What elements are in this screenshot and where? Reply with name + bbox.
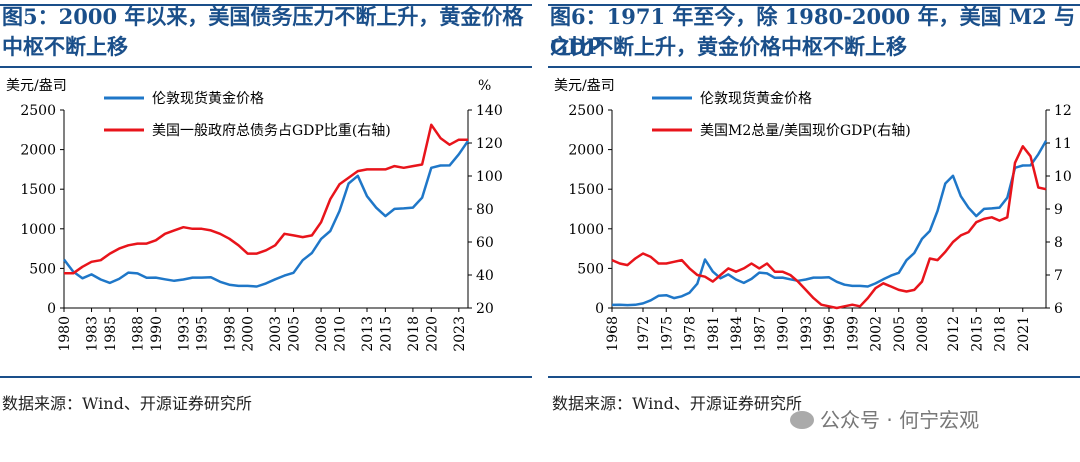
y-axis-label-right: %: [478, 78, 491, 94]
series-line-ratio: [611, 145, 1047, 310]
x-tick-label: 2021: [1016, 316, 1032, 352]
y-tick-label-left: 2500: [568, 103, 604, 119]
x-tick-label: 2000: [241, 316, 257, 352]
watermark-text: 公众号 · 何宁宏观: [820, 408, 980, 432]
y-tick-label-right: 20: [476, 301, 494, 317]
x-tick-label: 1968: [605, 316, 621, 352]
source-rule-right: [548, 376, 1080, 378]
y-tick-label-left: 0: [47, 301, 56, 317]
figure-5-title-line2: 中枢不断上移: [2, 34, 128, 59]
y-tick-label-right: 7: [1054, 268, 1063, 284]
x-tick-label: 1980: [57, 316, 73, 352]
y-tick-label-right: 120: [476, 136, 503, 152]
x-tick-label: 2008: [314, 316, 330, 352]
y-tick-label-left: 1000: [20, 222, 56, 238]
x-tick-label: 1983: [85, 316, 101, 352]
title-rule-left: [0, 4, 532, 6]
x-tick-label: 1985: [103, 316, 119, 352]
x-tick-label: 2013: [360, 316, 376, 352]
y-axis-label-left: 美元/盎司: [554, 78, 615, 94]
x-tick-label: 1984: [729, 316, 745, 352]
x-tick-label: 1993: [176, 316, 192, 352]
figure-6-title-line2: 之比不断上升，黄金价格中枢不断上移: [550, 34, 907, 59]
x-tick-label: 1996: [822, 316, 838, 352]
source-rule-left: [0, 376, 532, 378]
title-rule-right-bottom: [548, 66, 1080, 68]
y-tick-label-left: 500: [29, 261, 56, 277]
figure-6-source: 数据来源：Wind、开源证券研究所: [552, 394, 802, 413]
x-tick-label: 2003: [268, 316, 284, 352]
y-tick-label-right: 140: [476, 103, 503, 119]
figure-5-source: 数据来源：Wind、开源证券研究所: [2, 394, 252, 413]
x-tick-label: 1975: [659, 316, 675, 352]
x-tick-label: 2015: [378, 316, 394, 352]
x-tick-label: 1990: [149, 316, 165, 352]
y-tick-label-right: 10: [1054, 169, 1072, 185]
wechat-icon: [790, 411, 814, 429]
watermark: 公众号 · 何宁宏观: [790, 404, 979, 433]
x-tick-label: 1981: [706, 316, 722, 352]
y-tick-label-left: 0: [595, 301, 604, 317]
y-tick-label-right: 100: [476, 169, 503, 185]
y-tick-label-right: 12: [1054, 103, 1072, 119]
y-tick-label-left: 1500: [20, 182, 56, 198]
y-tick-label-left: 2000: [20, 143, 56, 159]
legend-label: 美国M2总量/美国现价GDP(右轴): [700, 123, 911, 139]
title-rule-right: [548, 4, 1080, 6]
x-tick-label: 2023: [452, 316, 468, 352]
y-tick-label-left: 2000: [568, 143, 604, 159]
y-tick-label-right: 60: [476, 235, 494, 251]
y-tick-label-left: 2500: [20, 103, 56, 119]
title-rule-left-bottom: [0, 66, 532, 68]
x-tick-label: 1987: [752, 316, 768, 352]
legend-label: 伦敦现货黄金价格: [152, 90, 264, 107]
x-tick-label: 1972: [636, 316, 652, 352]
x-tick-label: 1995: [195, 316, 211, 352]
x-tick-label: 1978: [683, 316, 699, 352]
x-tick-label: 2005: [287, 316, 303, 352]
x-tick-label: 2018: [993, 316, 1009, 352]
series-line-gold: [611, 140, 1048, 307]
y-axis-label-left: 美元/盎司: [6, 78, 67, 94]
x-tick-label: 2005: [892, 316, 908, 352]
x-tick-label: 2002: [869, 316, 885, 352]
x-tick-label: 1990: [776, 316, 792, 352]
x-tick-label: 2012: [946, 316, 962, 352]
figure-6-title-line1: 图6：1971 年至今，除 1980-2000 年，美国 M2 与 GDP: [550, 4, 1076, 59]
y-tick-label-right: 9: [1054, 202, 1063, 218]
y-tick-label-left: 1500: [568, 182, 604, 198]
y-tick-label-left: 1000: [568, 222, 604, 238]
x-tick-label: 2008: [915, 316, 931, 352]
y-tick-label-right: 80: [476, 202, 494, 218]
series-line-gold: [63, 140, 470, 288]
legend-label: 美国一般政府总债务占GDP比重(右轴): [152, 123, 391, 139]
y-tick-label-right: 6: [1054, 301, 1063, 317]
y-tick-label-right: 40: [476, 268, 494, 284]
legend-label: 伦敦现货黄金价格: [700, 90, 812, 107]
x-tick-label: 1998: [222, 316, 238, 352]
y-tick-label-left: 500: [577, 261, 604, 277]
x-tick-label: 2010: [332, 316, 348, 352]
x-tick-label: 2018: [406, 316, 422, 352]
figure-5-title-line1: 图5：2000 年以来，美国债务压力不断上升，黄金价格: [2, 4, 524, 29]
x-tick-label: 2020: [424, 316, 440, 352]
x-tick-label: 1988: [130, 316, 146, 352]
x-tick-label: 2015: [969, 316, 985, 352]
x-tick-label: 1999: [845, 316, 861, 352]
series-line-ratio: [64, 123, 468, 275]
y-tick-label-right: 11: [1054, 136, 1072, 152]
chart-gold-vs-debt: 0 500 1000 1500 2000 2500 20 40 60 80 100 120 140 198…: [6, 78, 503, 352]
chart-gold-vs-m2: 0 500 1000 1500 2000 2500 6 7 8 9 10 11 12 1968 1972 19…: [554, 78, 1072, 352]
x-tick-label: 1993: [799, 316, 815, 352]
y-tick-label-right: 8: [1054, 235, 1063, 251]
